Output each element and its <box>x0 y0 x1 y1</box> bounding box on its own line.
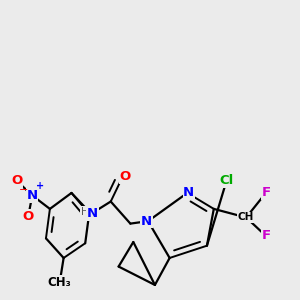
Text: +: + <box>35 181 44 191</box>
Text: F: F <box>261 186 270 200</box>
Text: F: F <box>261 230 270 242</box>
Text: −: − <box>19 185 28 195</box>
Text: N: N <box>141 215 152 228</box>
Text: N: N <box>183 186 194 200</box>
Text: N: N <box>87 207 98 220</box>
Text: N: N <box>27 189 38 202</box>
Text: O: O <box>120 170 131 184</box>
Text: H: H <box>81 207 88 217</box>
Text: CH₃: CH₃ <box>48 276 72 289</box>
Text: Cl: Cl <box>219 174 234 187</box>
Text: CH: CH <box>238 212 254 223</box>
Text: O: O <box>11 174 22 187</box>
Text: O: O <box>23 210 34 223</box>
